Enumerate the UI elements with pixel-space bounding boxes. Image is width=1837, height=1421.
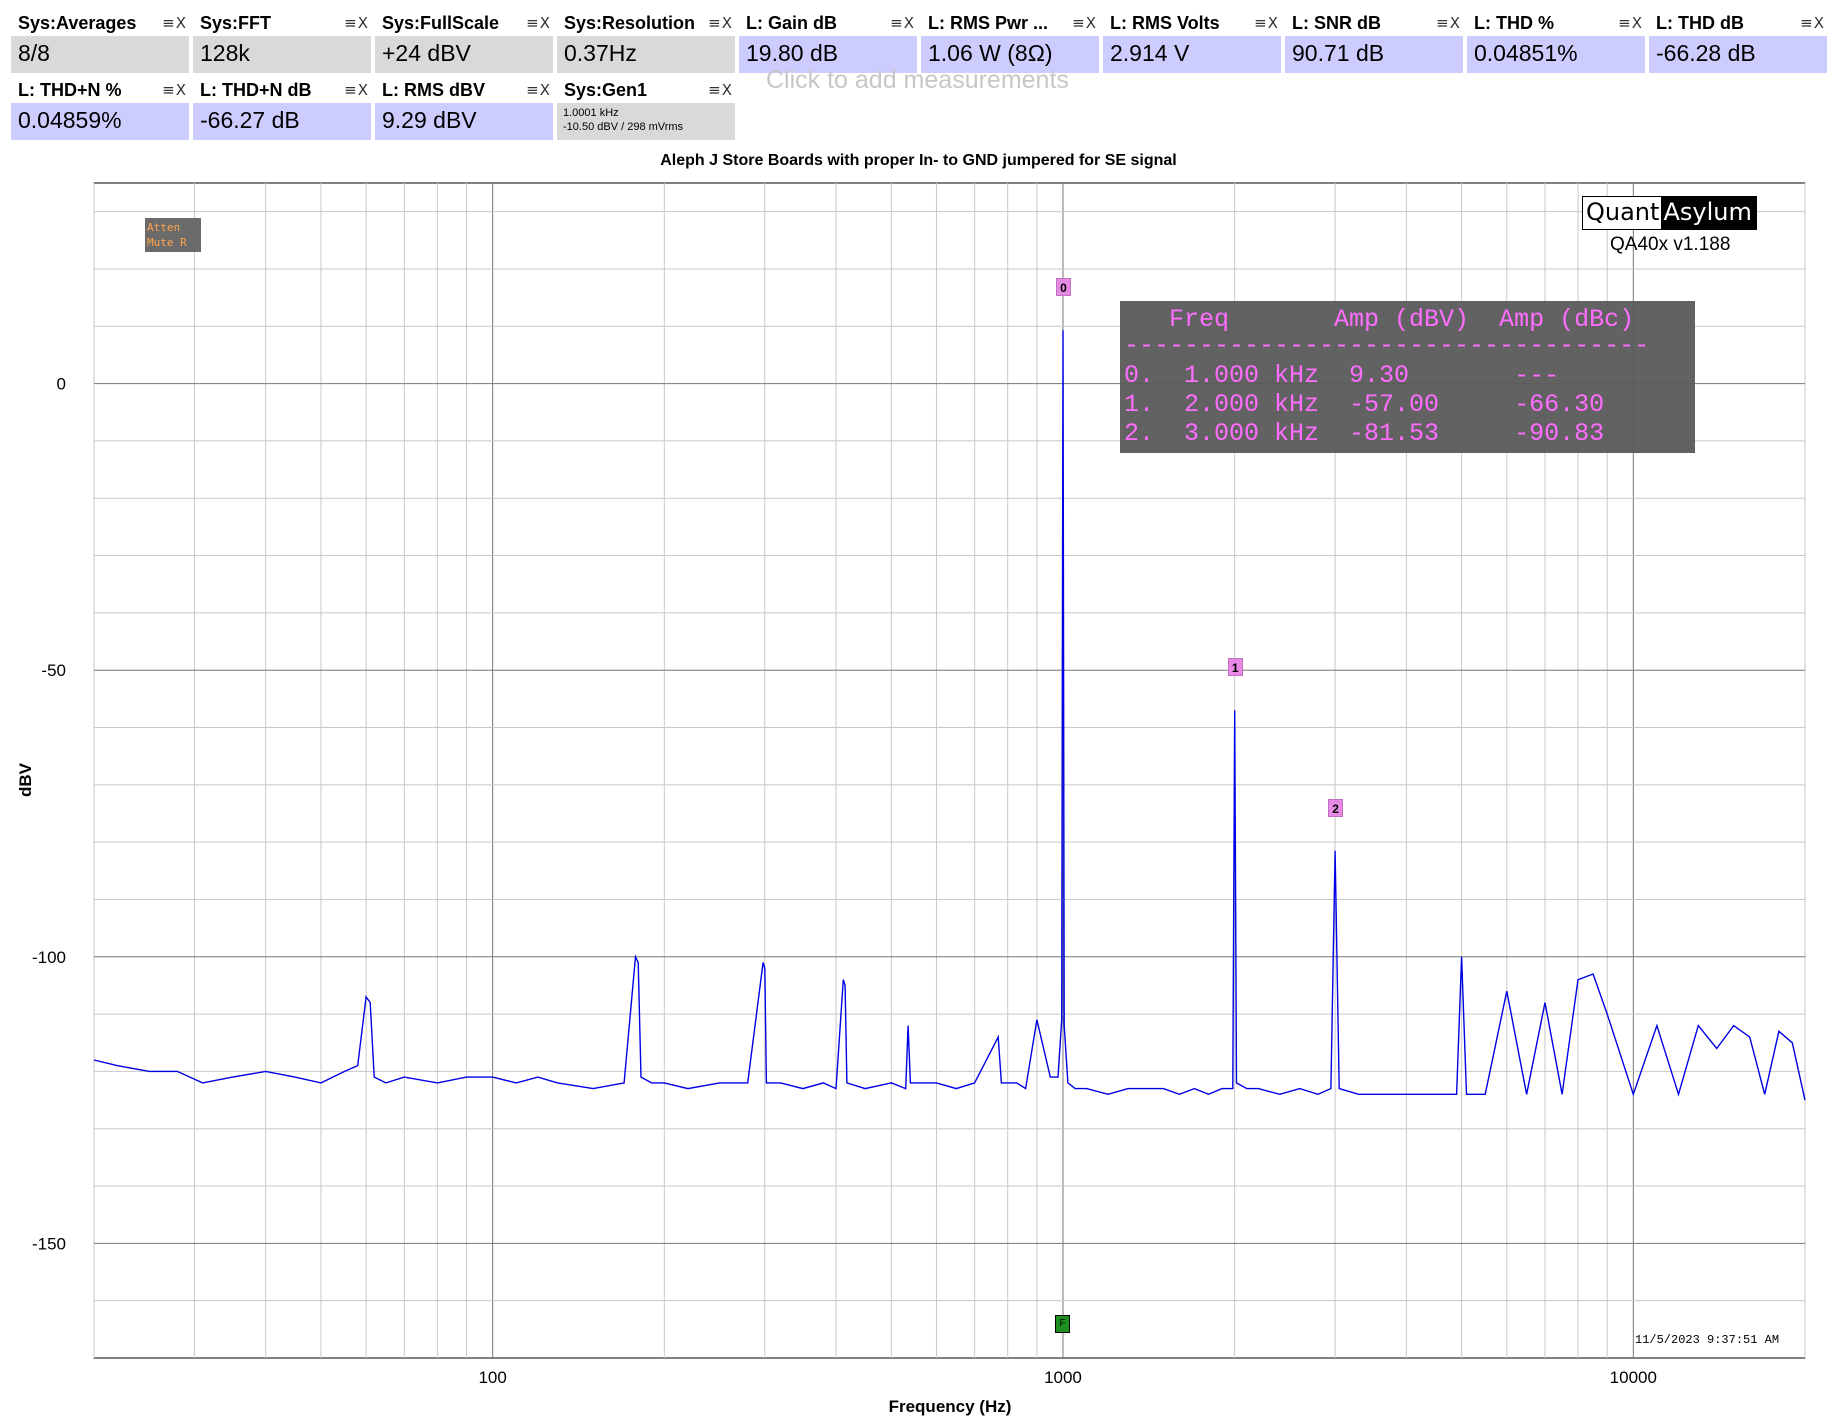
- tile-value: 90.71 dB: [1292, 40, 1385, 66]
- tile-value: 19.80 dB: [746, 40, 839, 66]
- tile-tiles_row1-1[interactable]: Sys:FFT ≡X 128k: [193, 10, 371, 73]
- tile-sys-gen1[interactable]: Sys:Gen1 ≡X 1.0001 kHz -10.50 dBV / 298 …: [557, 77, 735, 140]
- y-axis-label: dBV: [16, 763, 35, 797]
- add-measurement-hint[interactable]: Click to add measurements: [766, 66, 1069, 94]
- tile-value: 0.37Hz: [564, 40, 637, 66]
- tile-title: Sys:Averages: [18, 13, 137, 33]
- tile-tiles_row1-5[interactable]: L: RMS Pwr ... ≡X 1.06 W (8Ω): [921, 10, 1099, 73]
- tile-value: 8/8: [18, 40, 50, 66]
- mute-flag: Mute R: [147, 236, 187, 249]
- tile-tiles_row2-1[interactable]: L: THD+N dB ≡X -66.27 dB: [193, 77, 371, 140]
- y-tick-label: -50: [41, 661, 66, 680]
- tile-tiles_row1-4[interactable]: L: Gain dB ≡X 19.80 dB: [739, 10, 917, 73]
- measurement-panel: Sys:Averages ≡X 8/8 Sys:FFT ≡X 128k Sys:FullSc…: [11, 10, 1827, 142]
- tile-value: 0.04859%: [18, 107, 122, 133]
- tile-menu-close-icon[interactable]: ≡X: [708, 14, 733, 32]
- tile-tiles_row1-6[interactable]: L: RMS Volts ≡X 2.914 V: [1103, 10, 1281, 73]
- atten-flag: Atten: [147, 221, 181, 234]
- tile-title: Sys:Gen1: [564, 80, 648, 100]
- x-tick-label: 10000: [1610, 1368, 1657, 1387]
- tile-menu-close-icon[interactable]: ≡X: [890, 14, 915, 32]
- tile-menu-close-icon[interactable]: ≡X: [1800, 14, 1825, 32]
- tile-menu-close-icon[interactable]: ≡X: [708, 81, 733, 99]
- harmonic-table-header: Freq Amp (dBV) Amp (dBc): [1124, 305, 1635, 334]
- status-flags: Atten Mute R: [145, 218, 201, 252]
- fft-trace: [93, 330, 1806, 1101]
- tile-menu-close-icon[interactable]: ≡X: [162, 14, 187, 32]
- harmonic-table: Freq Amp (dBV) Amp (dBc) ---------------…: [1120, 301, 1695, 453]
- tile-tiles_row1-3[interactable]: Sys:Resolution ≡X 0.37Hz: [557, 10, 735, 73]
- tile-value: 9.29 dBV: [382, 107, 477, 133]
- tile-value: 128k: [200, 40, 250, 66]
- tile-tiles_row1-9[interactable]: L: THD dB ≡X -66.28 dB: [1649, 10, 1827, 73]
- gen-level: -10.50 dBV / 298 mVrms: [563, 121, 684, 133]
- harmonic-table-divider: -----------------------------------: [1124, 331, 1650, 360]
- tile-value: -66.27 dB: [200, 107, 300, 133]
- tile-title: L: THD+N dB: [200, 80, 312, 100]
- tile-value: 0.04851%: [1474, 40, 1578, 66]
- tile-menu-close-icon[interactable]: ≡X: [526, 81, 551, 99]
- tile-title: L: RMS Volts: [1110, 13, 1220, 33]
- tile-menu-close-icon[interactable]: ≡X: [1618, 14, 1643, 32]
- harmonic-marker-0[interactable]: 0: [1055, 278, 1071, 297]
- tile-title: Sys:Resolution: [564, 13, 696, 33]
- tile-value: 2.914 V: [1110, 40, 1190, 66]
- tile-menu-close-icon[interactable]: ≡X: [1072, 14, 1097, 32]
- tile-menu-close-icon[interactable]: ≡X: [344, 14, 369, 32]
- harmonic-row: 2. 3.000 kHz -81.53 -90.83: [1124, 419, 1605, 448]
- quantasylum-logo: Quant Asylum: [1582, 196, 1757, 230]
- tile-tiles_row2-0[interactable]: L: THD+N % ≡X 0.04859%: [11, 77, 189, 140]
- tile-menu-close-icon[interactable]: ≡X: [162, 81, 187, 99]
- harmonic-marker-1[interactable]: 1: [1227, 658, 1243, 677]
- tile-tiles_row1-7[interactable]: L: SNR dB ≡X 90.71 dB: [1285, 10, 1463, 73]
- tile-title: L: THD %: [1474, 13, 1554, 33]
- tile-tiles_row1-2[interactable]: Sys:FullScale ≡X +24 dBV: [375, 10, 553, 73]
- tile-tiles_row2-2[interactable]: L: RMS dBV ≡X 9.29 dBV: [375, 77, 553, 140]
- tile-title: Sys:FFT: [200, 13, 272, 33]
- chart-title: Aleph J Store Boards with proper In- to …: [660, 152, 1177, 169]
- tile-menu-close-icon[interactable]: ≡X: [344, 81, 369, 99]
- app-version: QA40x v1.188: [1610, 234, 1731, 255]
- timestamp: 11/5/2023 9:37:51 AM: [1635, 1333, 1780, 1347]
- tile-tiles_row1-8[interactable]: L: THD % ≡X 0.04851%: [1467, 10, 1645, 73]
- tile-title: L: Gain dB: [746, 13, 837, 33]
- tile-title: L: RMS dBV: [382, 80, 485, 100]
- y-tick-label: -100: [32, 948, 66, 967]
- y-tick-label: -150: [32, 1234, 66, 1253]
- tile-value: +24 dBV: [382, 40, 471, 66]
- tile-value: -66.28 dB: [1656, 40, 1756, 66]
- tile-menu-close-icon[interactable]: ≡X: [526, 14, 551, 32]
- x-axis-label: Frequency (Hz): [888, 1397, 1012, 1416]
- y-tick-label: 0: [57, 375, 66, 394]
- harmonic-marker-2[interactable]: 2: [1328, 798, 1344, 817]
- tile-title: L: SNR dB: [1292, 13, 1381, 33]
- tile-menu-close-icon[interactable]: ≡X: [1254, 14, 1279, 32]
- frequency-marker-icon[interactable]: F: [1055, 1315, 1070, 1333]
- x-tick-label: 1000: [1044, 1368, 1082, 1387]
- tile-title: L: THD+N %: [18, 80, 122, 100]
- tile-title: L: RMS Pwr ...: [928, 13, 1049, 33]
- tile-menu-close-icon[interactable]: ≡X: [1436, 14, 1461, 32]
- tile-value: 1.06 W (8Ω): [928, 40, 1053, 66]
- tile-title: Sys:FullScale: [382, 13, 500, 33]
- tile-title: L: THD dB: [1656, 13, 1744, 33]
- x-tick-label: 100: [478, 1368, 506, 1387]
- harmonic-row: 0. 1.000 kHz 9.30 ---: [1124, 361, 1560, 390]
- gen-frequency: 1.0001 kHz: [563, 107, 619, 119]
- harmonic-row: 1. 2.000 kHz -57.00 -66.30: [1124, 390, 1605, 419]
- tile-tiles_row1-0[interactable]: Sys:Averages ≡X 8/8: [11, 10, 189, 73]
